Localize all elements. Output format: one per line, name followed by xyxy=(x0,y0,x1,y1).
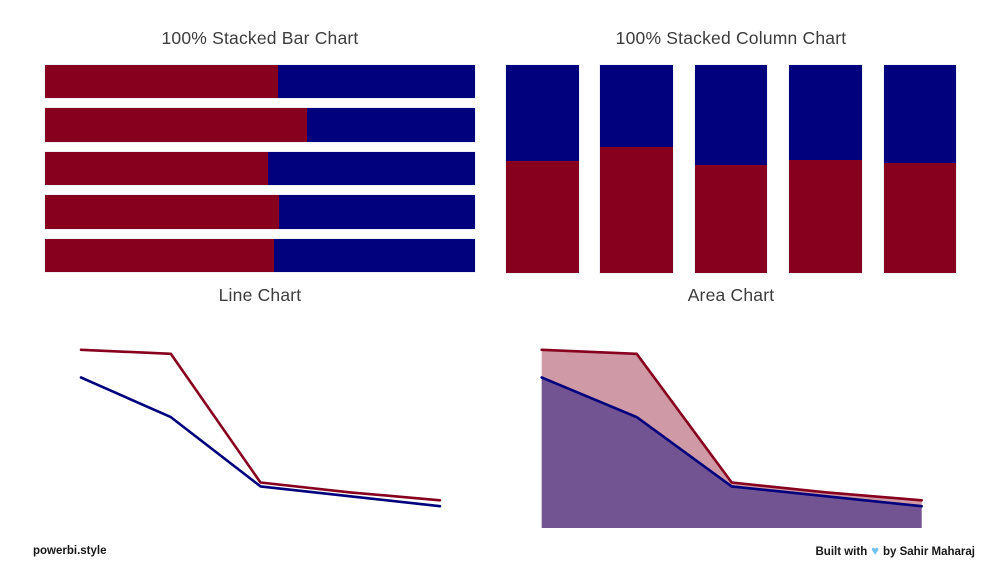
red-segment xyxy=(694,165,768,273)
blue-segment xyxy=(506,65,579,161)
red-segment xyxy=(883,162,956,273)
stacked-column-chart-title: 100% Stacked Column Chart xyxy=(615,28,847,48)
footer-credit-prefix: Built with xyxy=(815,545,868,558)
stacked-column xyxy=(506,65,579,273)
blue-series-area-line xyxy=(540,376,924,508)
stacked-column xyxy=(789,65,862,273)
stacked-bar-row xyxy=(45,65,475,99)
red-segment xyxy=(45,65,279,99)
red-series-line xyxy=(79,348,442,502)
blue-series-area-fill xyxy=(541,377,922,528)
blue-segment xyxy=(789,65,862,160)
stacked-bar-chart-title: 100% Stacked Bar Chart xyxy=(161,28,359,48)
red-segment xyxy=(45,108,307,142)
blue-segment xyxy=(268,151,475,186)
blue-segment xyxy=(279,195,475,229)
blue-segment xyxy=(694,65,768,166)
heart-icon: ♥ xyxy=(871,543,879,558)
blue-series-line xyxy=(79,376,442,508)
footer-credit: Built with ♥ by Sahir Maharaj xyxy=(815,543,975,558)
stacked-bar-plot xyxy=(45,65,475,272)
red-segment xyxy=(45,151,269,186)
stacked-column xyxy=(694,65,768,273)
blue-segment xyxy=(274,238,475,272)
stacked-column xyxy=(883,65,956,273)
area-chart-plot xyxy=(540,348,924,528)
red-segment xyxy=(45,195,280,229)
stacked-column-plot xyxy=(506,65,956,273)
blue-segment xyxy=(278,65,475,99)
stacked-bar-row xyxy=(45,151,475,186)
blue-segment xyxy=(883,65,956,163)
stacked-bar-row xyxy=(45,195,475,229)
red-series-area-line xyxy=(540,348,924,502)
red-series-area-fill xyxy=(541,349,922,528)
red-segment xyxy=(600,146,673,273)
stacked-bar-row xyxy=(45,108,475,142)
area-chart-title: Area Chart xyxy=(687,285,775,305)
red-segment xyxy=(45,238,275,272)
footer-credit-suffix: by Sahir Maharaj xyxy=(882,545,975,558)
stacked-bar-row xyxy=(45,238,475,272)
line-chart-title: Line Chart xyxy=(218,285,302,305)
line-chart-plot xyxy=(79,348,442,508)
blue-segment xyxy=(600,65,673,147)
stacked-column xyxy=(600,65,673,273)
red-segment xyxy=(789,159,862,273)
powerbi-style-brand: powerbi.style xyxy=(33,545,107,557)
red-segment xyxy=(506,160,579,273)
blue-segment xyxy=(306,108,475,142)
